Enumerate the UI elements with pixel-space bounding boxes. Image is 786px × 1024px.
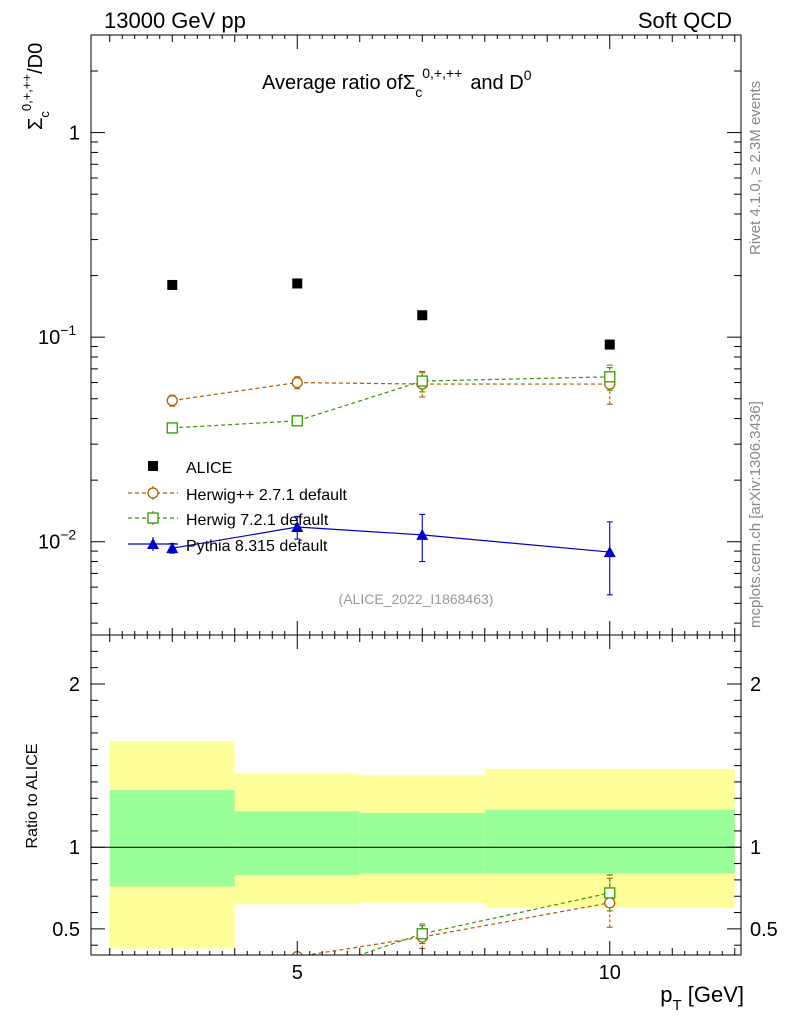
main-point-pythia [416, 528, 429, 540]
ratio-band-inner [234, 811, 360, 875]
main-point-pythia [166, 542, 179, 554]
plot-title: Average ratio ofΣc0,+,++ and D0 [262, 65, 532, 100]
main-line-herwigpp [172, 381, 610, 402]
legend-label-herwig7: Herwig 7.2.1 default [186, 512, 329, 529]
main-point-alice [604, 339, 615, 350]
ratio-panel: 0.5 0.5 1 1 2 2 5 10 Ratio to ALICE pT [GeV] [24, 634, 778, 1014]
ratio-point-herwig7 [167, 973, 177, 983]
main-ytick-label: 10−1 [38, 322, 76, 349]
side-label-mcplots: mcplots.cern.ch [arXiv:1306.3436] [747, 401, 764, 628]
plot-title-sup: 0,+,++ [422, 65, 462, 81]
legend-marker-pythia [147, 538, 159, 549]
main-panel: 110−110−2 Average ratio ofΣc0,+,++ and D0… [19, 34, 742, 636]
main-ytick-label-exp: −1 [60, 322, 76, 338]
header-right: Soft QCD [638, 8, 732, 33]
main-point-alice [292, 278, 303, 289]
ratio-point-herwig7 [416, 928, 428, 940]
ratio-series-lines [303, 892, 610, 955]
legend-label-pythia: Pythia 8.315 default [186, 538, 328, 555]
ratio-xtick-label: 10 [599, 962, 621, 984]
main-series-lines [172, 376, 610, 553]
ratio-ytick-label-right: 1 [750, 837, 761, 859]
ratio-tick-labels: 0.5 0.5 1 1 2 2 5 10 [52, 674, 778, 984]
main-tick-labels: 110−110−2 [38, 123, 80, 554]
main-ytick-label-exp: −2 [60, 527, 76, 543]
main-point-herwig7 [604, 371, 616, 383]
ratio-band-inner [484, 809, 735, 874]
main-point-herwig7 [416, 375, 428, 387]
main-point-pythia [291, 521, 304, 533]
legend-marker-alice [148, 461, 158, 471]
main-ytick-label: 1 [69, 123, 80, 145]
legend-label-alice: ALICE [186, 460, 232, 477]
side-label-rivet: Rivet 4.1.0, ≥ 2.3M events [747, 81, 764, 255]
ratio-point-herwig7 [604, 887, 616, 899]
legend-symbols [128, 461, 178, 551]
ratio-ytick-label-left: 1 [69, 837, 80, 859]
main-error-bars [169, 364, 613, 596]
main-line-pythia [172, 526, 610, 553]
plot-title-sub: c [415, 84, 422, 100]
main-point-alice [167, 279, 178, 290]
ratio-point-herwigpp [604, 897, 616, 909]
main-ylabel-rest: /D0 [25, 43, 47, 74]
main-markers [166, 278, 616, 558]
header-left: 13000 GeV pp [104, 8, 246, 33]
ratio-frame [90, 634, 742, 956]
ratio-ylabel: Ratio to ALICE [24, 744, 41, 849]
ratio-line-herwigpp [303, 902, 610, 955]
ratio-ytick-label-right: 0.5 [750, 919, 778, 941]
main-point-alice [417, 310, 428, 321]
x-axis-label-p: p [660, 982, 672, 1007]
ratio-ytick-label-left: 2 [69, 674, 80, 696]
ratio-axis-ticks [91, 634, 741, 955]
main-ytick-label: 10−2 [38, 527, 76, 554]
ratio-xtick-label: 5 [292, 962, 303, 984]
x-axis-label-unit: [GeV] [682, 982, 744, 1007]
ratio-band-inner [109, 790, 235, 887]
ratio-ytick-label-left: 0.5 [52, 919, 80, 941]
main-point-herwig7 [291, 415, 303, 427]
ratio-ytick-label-right: 2 [750, 674, 761, 696]
main-ytick-label-base: 10 [38, 327, 60, 349]
plot-title-mid: and D [470, 72, 523, 94]
main-line-herwig7 [172, 376, 610, 429]
legend-label-herwigpp: Herwig++ 2.7.1 default [186, 487, 348, 504]
main-ylabel: Σc0,+,++/D0 [19, 43, 52, 130]
x-axis-label-sub: T [672, 997, 681, 1014]
main-point-herwigpp [291, 376, 303, 389]
main-ylabel-sigma: Σ [25, 118, 47, 130]
main-point-pythia [603, 546, 616, 558]
ratio-line-herwig7 [357, 892, 610, 955]
ratio-point-herwigpp [167, 961, 177, 971]
legend-marker-herwigpp [147, 487, 159, 499]
ratio-band-inner [359, 812, 485, 874]
legend: ALICE Herwig++ 2.7.1 default Herwig 7.2.… [128, 460, 348, 555]
legend-marker-herwig7 [147, 512, 159, 524]
main-ylabel-sup: 0,+,++ [19, 74, 34, 111]
main-point-herwigpp [166, 394, 178, 407]
ratio-uncertainty-bands [109, 741, 735, 949]
plot-title-sup2: 0 [524, 67, 532, 83]
main-axis-ticks [91, 34, 741, 635]
plot-title-sigma: Σ [403, 72, 415, 94]
x-axis-label: pT [GeV] [660, 982, 744, 1014]
plot-title-prefix: Average ratio of [262, 72, 403, 94]
analysis-tag: (ALICE_2022_I1868463) [339, 591, 494, 607]
main-point-herwig7 [166, 422, 178, 434]
main-ytick-label-base: 10 [38, 532, 60, 554]
main-ylabel-sub: c [37, 111, 52, 118]
